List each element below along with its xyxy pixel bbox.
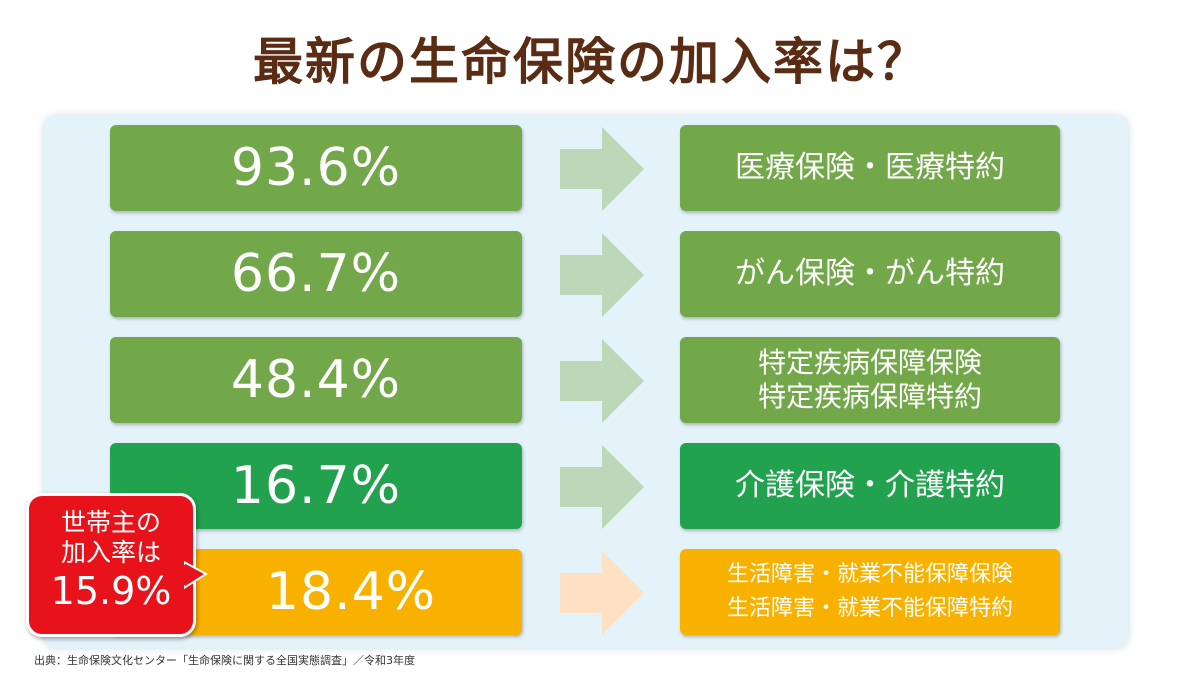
insurance-type-line: 生活障害・就業不能保障特約 (726, 596, 1013, 621)
insurance-type-label: 特定疾病保障保険 特定疾病保障特約 (680, 337, 1060, 423)
household-head-badge: 世帯主の 加入率は 15.9% (26, 493, 196, 637)
right-arrow-icon (560, 445, 644, 529)
badge-line-1: 世帯主の (60, 508, 161, 537)
insurance-type-label: 介護保険・介護特約 (680, 443, 1060, 529)
right-arrow-icon (560, 233, 644, 317)
right-arrow-icon (560, 551, 644, 635)
rate-value: 93.6% (110, 125, 522, 211)
insurance-type-line: 特定疾病保障特約 (757, 380, 982, 413)
rate-row: 48.4% 特定疾病保障保険 特定疾病保障特約 (0, 337, 1182, 425)
insurance-type-line: 生活障害・就業不能保障保険 (726, 561, 1013, 587)
page-title: 最新の生命保険の加入率は？ (253, 33, 929, 91)
rate-row: 66.7% がん保険・がん特約 (0, 231, 1182, 319)
insurance-type-label: 生活障害・就業不能保障保険 生活障害・就業不能保障特約 (680, 549, 1060, 635)
rate-row: 93.6% 医療保険・医療特約 (0, 125, 1182, 213)
badge-rate: 15.9% (50, 569, 172, 613)
right-arrow-icon (560, 339, 644, 423)
insurance-type-line: 介護保険・介護特約 (735, 468, 1005, 503)
badge-pointer (184, 560, 208, 590)
right-arrow-icon (560, 127, 644, 211)
rate-value: 66.7% (110, 231, 522, 317)
insurance-type-line: がん保険・がん特約 (735, 256, 1005, 291)
badge-line-2: 加入率は (60, 538, 161, 567)
rate-value: 48.4% (110, 337, 522, 423)
source-note: 出典：生命保険文化センター「生命保険に関する全国実態調査」／令和3年度 (34, 654, 415, 667)
insurance-type-label: がん保険・がん特約 (680, 231, 1060, 317)
insurance-type-label: 医療保険・医療特約 (680, 125, 1060, 211)
insurance-type-line: 特定疾病保障保険 (757, 346, 982, 380)
insurance-type-line: 医療保険・医療特約 (735, 150, 1005, 185)
